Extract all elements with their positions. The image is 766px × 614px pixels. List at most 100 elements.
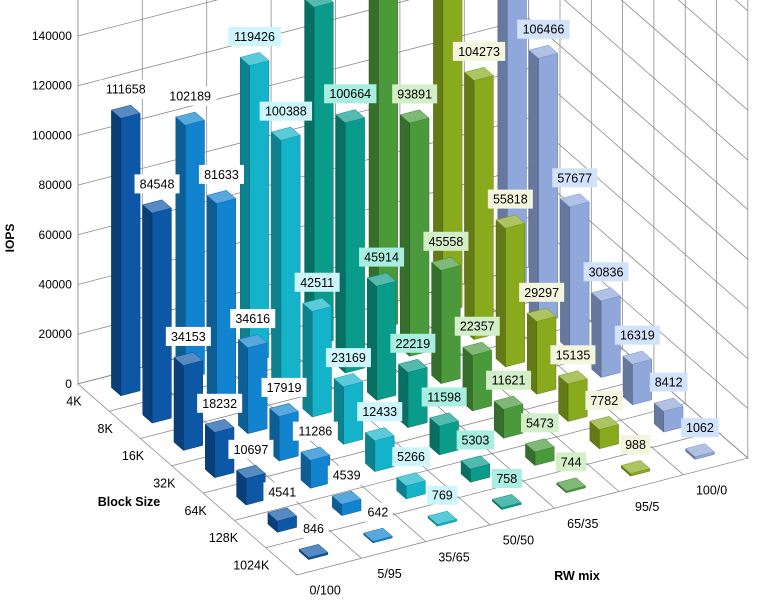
bar bbox=[431, 256, 461, 385]
svg-text:5303: 5303 bbox=[462, 433, 490, 447]
svg-text:18232: 18232 bbox=[202, 397, 237, 411]
svg-text:102189: 102189 bbox=[169, 90, 211, 104]
svg-text:744: 744 bbox=[561, 455, 582, 469]
bar bbox=[363, 527, 393, 544]
bar bbox=[304, 0, 334, 347]
data-label: 119426 bbox=[228, 27, 281, 47]
data-label: 5473 bbox=[521, 413, 559, 433]
svg-text:7782: 7782 bbox=[590, 394, 618, 408]
z-axis-title: Block Size bbox=[98, 495, 161, 509]
bar bbox=[142, 199, 172, 424]
bar bbox=[460, 455, 491, 483]
data-label: 642 bbox=[362, 502, 394, 522]
svg-text:4539: 4539 bbox=[333, 469, 361, 483]
data-label: 18232 bbox=[197, 393, 243, 413]
z-tick-label: 4K bbox=[66, 395, 82, 409]
bar bbox=[110, 104, 141, 397]
bar bbox=[236, 464, 266, 506]
svg-text:111658: 111658 bbox=[106, 83, 146, 97]
data-label: 34616 bbox=[230, 309, 276, 329]
bar bbox=[558, 370, 588, 423]
svg-text:642: 642 bbox=[368, 506, 389, 520]
data-label: 42511 bbox=[294, 272, 340, 292]
data-label: 100664 bbox=[324, 84, 377, 104]
data-label: 7782 bbox=[585, 390, 624, 410]
data-label: 57677 bbox=[552, 168, 598, 188]
data-label: 10697 bbox=[228, 439, 274, 459]
data-label: 102189 bbox=[163, 86, 217, 106]
gridline bbox=[77, 18, 749, 210]
data-label: 4541 bbox=[263, 482, 302, 502]
svg-text:769: 769 bbox=[432, 489, 453, 503]
data-label: 106466 bbox=[517, 19, 570, 39]
data-label: 55818 bbox=[487, 189, 533, 209]
svg-text:104273: 104273 bbox=[458, 45, 500, 59]
svg-text:17919: 17919 bbox=[267, 381, 302, 395]
data-label: 111658 bbox=[99, 79, 152, 99]
svg-text:5473: 5473 bbox=[526, 416, 554, 430]
y-tick-label: 100000 bbox=[32, 128, 72, 142]
z-tick-label: 16K bbox=[122, 449, 145, 463]
bar bbox=[298, 544, 329, 561]
z-tick-label: 128K bbox=[209, 531, 239, 545]
data-label: 22357 bbox=[454, 316, 500, 336]
svg-text:119426: 119426 bbox=[234, 30, 275, 44]
z-tick-label: 64K bbox=[185, 504, 208, 518]
svg-text:12433: 12433 bbox=[362, 405, 397, 419]
bar bbox=[429, 412, 460, 456]
y-tick-label: 140000 bbox=[32, 29, 72, 43]
data-label: 769 bbox=[427, 485, 458, 505]
bar bbox=[239, 52, 270, 363]
svg-text:16319: 16319 bbox=[620, 329, 655, 343]
y-tick-label: 80000 bbox=[39, 178, 73, 192]
data-label: 758 bbox=[491, 469, 522, 489]
bar bbox=[335, 109, 366, 374]
bar bbox=[175, 111, 206, 380]
svg-text:93891: 93891 bbox=[397, 87, 432, 101]
svg-text:45914: 45914 bbox=[364, 251, 399, 265]
bar bbox=[589, 416, 620, 450]
data-label: 988 bbox=[620, 435, 651, 455]
svg-text:42511: 42511 bbox=[300, 276, 334, 290]
bar bbox=[427, 510, 458, 527]
bar bbox=[524, 438, 555, 467]
bar bbox=[528, 44, 559, 324]
svg-text:758: 758 bbox=[496, 472, 517, 486]
data-label: 30836 bbox=[583, 262, 629, 282]
bar bbox=[331, 490, 362, 517]
x-tick-label: 95/5 bbox=[635, 500, 659, 514]
data-label: 29297 bbox=[519, 282, 565, 302]
data-label: 5303 bbox=[456, 430, 495, 450]
gridline bbox=[234, 0, 686, 521]
data-label: 17919 bbox=[261, 377, 307, 397]
data-label: 1062 bbox=[681, 418, 719, 438]
bar bbox=[559, 193, 590, 351]
bar bbox=[364, 427, 395, 473]
svg-text:11598: 11598 bbox=[427, 390, 461, 404]
bar bbox=[491, 494, 522, 511]
bar bbox=[493, 395, 524, 439]
data-label: 23169 bbox=[325, 348, 371, 368]
x-tick-label: 0/100 bbox=[310, 584, 341, 598]
svg-text:55818: 55818 bbox=[493, 193, 528, 207]
svg-text:34153: 34153 bbox=[171, 330, 206, 344]
bar bbox=[206, 190, 237, 407]
svg-text:10697: 10697 bbox=[234, 443, 269, 457]
bars bbox=[110, 0, 715, 561]
bar bbox=[300, 446, 331, 489]
y-tick-label: 20000 bbox=[39, 327, 73, 341]
data-label: 100388 bbox=[259, 101, 313, 121]
y-tick-label: 40000 bbox=[39, 278, 73, 292]
data-label: 93891 bbox=[392, 84, 438, 104]
data-label: 84548 bbox=[134, 174, 180, 194]
gridline bbox=[140, 0, 592, 439]
z-tick-label: 32K bbox=[153, 476, 176, 490]
data-label: 846 bbox=[298, 518, 329, 538]
svg-text:34616: 34616 bbox=[235, 312, 270, 326]
data-label: 104273 bbox=[452, 41, 506, 61]
svg-text:846: 846 bbox=[303, 522, 324, 536]
data-label: 11286 bbox=[292, 421, 338, 441]
data-label: 4539 bbox=[327, 465, 366, 485]
